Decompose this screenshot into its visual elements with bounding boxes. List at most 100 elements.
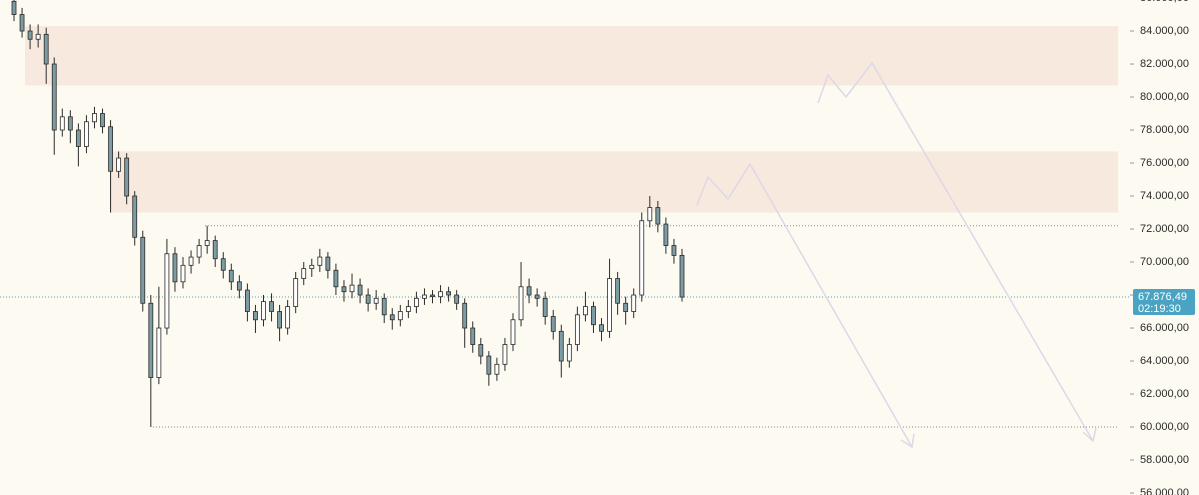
candle-body [59, 116, 65, 131]
candle-body [615, 278, 621, 304]
y-tick-label: 78.000,00 [1140, 124, 1189, 136]
candle-body [655, 207, 661, 225]
candle-body [631, 294, 637, 312]
candle-body [607, 278, 612, 332]
candle-body [583, 306, 588, 316]
candle-body [228, 269, 234, 283]
candle-body [277, 311, 282, 329]
candle-body [534, 294, 540, 299]
candle-body [204, 240, 210, 246]
candle-body [124, 157, 130, 197]
candle-body [261, 301, 266, 321]
zones [25, 26, 1118, 213]
candle-body [566, 344, 572, 362]
candle-body [188, 256, 194, 266]
candle-body [309, 264, 315, 270]
candle-body [446, 291, 452, 296]
candle-body [365, 294, 371, 304]
candle-body [486, 355, 492, 375]
candle-body [470, 327, 476, 345]
candle-body [438, 291, 443, 298]
arrow-head [900, 433, 915, 449]
candle-body [599, 324, 604, 332]
candle-body [574, 314, 580, 345]
countdown-label: 02:19:30 [1138, 303, 1181, 315]
candle-body [164, 253, 170, 329]
candle-body [494, 363, 500, 375]
candle-body [253, 311, 258, 321]
candle-body [430, 294, 435, 298]
candle-body [35, 33, 41, 40]
candle-body [357, 284, 363, 296]
candle-body [67, 116, 73, 131]
candle-body [454, 294, 460, 304]
candle-body [75, 129, 81, 147]
candle-body [422, 294, 427, 299]
candle-body [333, 269, 339, 288]
candle-body [663, 223, 669, 246]
price-badge [1133, 289, 1195, 316]
candle-body [389, 314, 395, 321]
candle-body [397, 311, 403, 321]
levels [0, 225, 1130, 428]
supply-zone [25, 26, 1118, 86]
candle-body [196, 245, 202, 258]
candle-body [550, 316, 556, 332]
y-tick-label: 58.000,00 [1140, 454, 1189, 466]
candle-body [349, 284, 355, 293]
y-tick-label: 72.000,00 [1140, 223, 1189, 235]
candle-body [51, 63, 57, 131]
candle-body [542, 297, 548, 317]
candle-body [269, 301, 274, 312]
price-axis: 56.000,00 58.000,00 60.000,00 62.000,00 64.0… [1130, 0, 1195, 495]
candle-body [148, 302, 154, 378]
y-tick-label: 82.000,00 [1140, 58, 1189, 70]
candle-body [478, 344, 484, 357]
candle-body [172, 253, 178, 283]
supply-zone [110, 151, 1118, 213]
y-tick-label: 60.000,00 [1140, 421, 1189, 433]
candle-body [623, 302, 629, 312]
candle-body [301, 268, 307, 279]
candle-body [510, 319, 516, 345]
candle-body [647, 207, 653, 222]
candle-body [100, 113, 105, 128]
candle-body [502, 344, 508, 365]
candle-body [180, 264, 186, 283]
candle-body [317, 256, 323, 266]
y-tick-label: 86.000,00 [1140, 0, 1189, 4]
y-tick-label: 56.000,00 [1140, 487, 1189, 495]
candles [11, 0, 685, 428]
candle-body [373, 297, 379, 304]
candle-body [19, 14, 25, 32]
candle-body [462, 302, 468, 329]
projection-path [696, 162, 913, 448]
candle-body [671, 245, 677, 256]
arrow-head [1082, 427, 1097, 443]
y-tick-label: 66.000,00 [1140, 322, 1189, 334]
candle-body [591, 306, 596, 326]
candle-body [381, 297, 387, 316]
candle-body [526, 286, 532, 296]
projection-path [817, 61, 1094, 442]
y-tick-label: 70.000,00 [1140, 256, 1189, 268]
candle-body [244, 289, 250, 312]
candle-body [116, 157, 122, 172]
candle-body [43, 33, 49, 65]
candle-body [220, 258, 226, 271]
candle-body [285, 306, 291, 329]
candle-body [212, 240, 218, 260]
y-tick-label: 84.000,00 [1140, 25, 1189, 37]
y-tick-label: 62.000,00 [1140, 388, 1189, 400]
y-tick-label: 64.000,00 [1140, 355, 1189, 367]
candle-body [92, 113, 97, 123]
candle-body [293, 278, 299, 307]
candle-body [639, 220, 645, 296]
candle-body [27, 30, 33, 40]
candle-body [558, 330, 564, 362]
candle-body [140, 236, 146, 304]
candle-body [108, 126, 113, 172]
candle-body [679, 255, 685, 298]
